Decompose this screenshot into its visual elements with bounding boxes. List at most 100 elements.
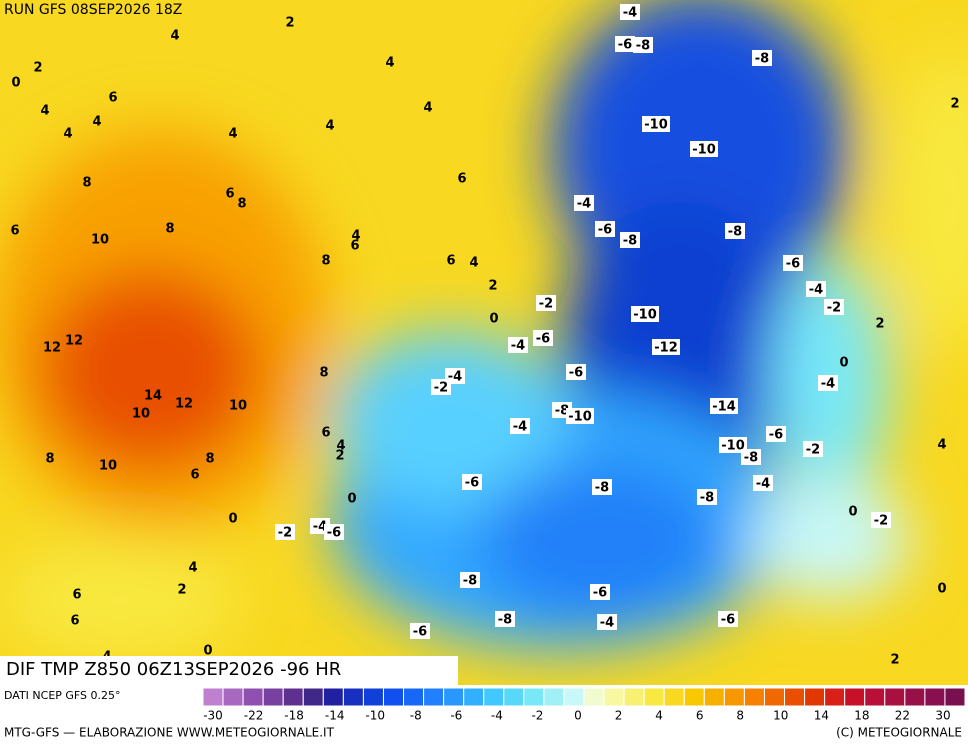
colorbar-swatch	[703, 687, 725, 707]
label-box	[620, 4, 640, 20]
colorbar: -30 -22 -18 -14 -10 -8 -6 -4 -2 0 2 4 6 8 10 14 18 22 30	[202, 687, 966, 723]
label-box	[510, 418, 530, 434]
map-value-label: 2	[33, 61, 42, 76]
colorbar-tick-label: 10	[773, 709, 788, 723]
map-value-label: -4	[623, 6, 637, 21]
map-value-label: -2	[827, 301, 841, 316]
colorbar-swatch	[342, 687, 364, 707]
colorbar-swatch	[262, 687, 284, 707]
colorbar-swatch	[864, 687, 886, 707]
map-value-label: -6	[786, 257, 800, 272]
label-box	[818, 375, 838, 391]
colorbar-swatch	[563, 687, 585, 707]
map-value-label: -10	[644, 118, 668, 133]
colorbar-swatch	[302, 687, 324, 707]
map-value-label: -6	[769, 428, 783, 443]
colorbar-swatch	[743, 687, 765, 707]
map-value-label: 12	[175, 397, 193, 412]
map-value-label: -4	[313, 520, 327, 535]
colorbar-swatch	[824, 687, 846, 707]
map-value-label: 10	[91, 233, 109, 248]
map-value-label: -10	[721, 439, 745, 454]
label-box	[697, 489, 717, 505]
colorbar-swatch	[503, 687, 525, 707]
map-value-label: -8	[463, 574, 477, 589]
map-value-label: 8	[82, 176, 91, 191]
label-box	[590, 584, 610, 600]
map-value-label: -6	[536, 332, 550, 347]
map-value-label: 0	[11, 76, 20, 91]
map-value-label: -8	[595, 481, 609, 496]
label-box	[508, 337, 528, 353]
map-value-label: 2	[488, 279, 497, 294]
map-value-label: 4	[228, 127, 237, 142]
colorbar-swatch	[784, 687, 806, 707]
label-box	[631, 306, 659, 322]
colorbar-swatch	[924, 687, 946, 707]
colorbar-swatch	[844, 687, 866, 707]
map-value-label: -4	[756, 477, 770, 492]
map-value-label: -6	[721, 613, 735, 628]
colorbar-tick-label: 22	[895, 709, 910, 723]
label-box	[806, 281, 826, 297]
colorbar-tick-label: 6	[696, 709, 704, 723]
map-value-label: 6	[446, 254, 455, 269]
map-value-label: 6	[321, 426, 330, 441]
map-value-label: 6	[70, 614, 79, 629]
map-value-label: 4	[40, 104, 49, 119]
label-box	[783, 255, 803, 271]
map-value-label: -14	[712, 400, 736, 415]
map-value-label: 6	[108, 91, 117, 106]
colorbar-swatch	[202, 687, 224, 707]
label-box	[620, 232, 640, 248]
map-value-label: 6	[225, 187, 234, 202]
colorbar-tick-label: 18	[854, 709, 869, 723]
colorbar-swatch	[763, 687, 786, 707]
label-box	[710, 398, 738, 414]
map-value-label: -4	[513, 420, 527, 435]
colorbar-tick-label: -6	[450, 709, 462, 723]
map-value-label: -2	[874, 514, 888, 529]
map-value-label: -6	[569, 366, 583, 381]
map-value-label: 10	[132, 407, 150, 422]
map-value-label: 4	[937, 438, 946, 453]
map-value-label: 12	[43, 341, 61, 356]
map-value-label: -2	[539, 297, 553, 312]
map-value-label: 0	[489, 312, 498, 327]
map-value-label: 8	[237, 197, 246, 212]
map-value-label: 0	[203, 644, 212, 659]
colorbar-swatch	[944, 687, 966, 707]
map-value-label: 2	[177, 583, 186, 598]
label-box	[824, 299, 844, 315]
colorbar-swatch	[643, 687, 665, 707]
map-value-label: 4	[351, 229, 360, 244]
colorbar-swatch	[683, 687, 705, 707]
map-value-label: 8	[321, 254, 330, 269]
label-box	[597, 614, 617, 630]
label-box	[871, 512, 891, 528]
label-box	[410, 623, 430, 639]
map-value-label: -4	[511, 339, 525, 354]
label-box	[741, 449, 761, 465]
colorbar-swatch	[804, 687, 826, 707]
footer-left: MTG-GFS — ELABORAZIONE WWW.METEOGIORNALE…	[4, 726, 335, 740]
map-value-label: 2	[335, 449, 344, 464]
colorbar-swatch	[723, 687, 745, 707]
label-box	[652, 339, 680, 355]
map-value-label: 4	[188, 561, 197, 576]
colorbar-tick-label: 8	[736, 709, 744, 723]
label-box	[803, 441, 823, 457]
map-value-label: -10	[568, 410, 592, 425]
label-box	[595, 221, 615, 237]
map-value-label: 4	[325, 119, 334, 134]
map-value-label: 12	[65, 334, 83, 349]
map-value-label: -8	[555, 404, 569, 419]
run-label: RUN GFS 08SEP2026 18Z	[4, 2, 182, 18]
colorbar-swatch	[483, 687, 505, 707]
colorbar-swatch	[523, 687, 545, 707]
map-value-label: -6	[618, 38, 632, 53]
label-box	[462, 474, 482, 490]
map-value-label: 0	[848, 505, 857, 520]
map-value-label: 0	[937, 582, 946, 597]
map-value-label: 2	[890, 653, 899, 668]
